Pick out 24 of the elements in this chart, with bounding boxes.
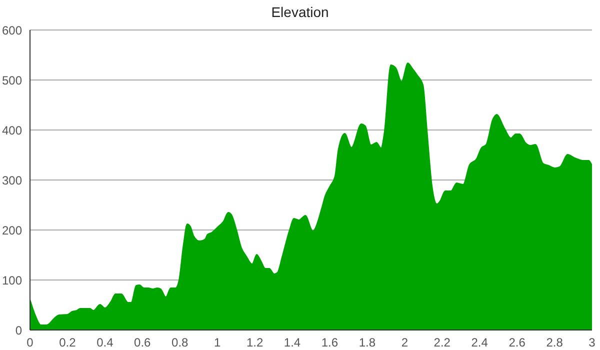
x-tick-label: 2.4: [471, 336, 488, 350]
y-tick-label: 600: [2, 23, 22, 38]
x-tick-label: 2.2: [434, 336, 451, 350]
x-tick-label: 1.2: [246, 336, 264, 350]
x-tick-label: 2: [401, 336, 408, 350]
y-tick-label: 100: [2, 273, 22, 288]
x-tick-label: 0.6: [134, 336, 152, 350]
x-tick-label: 0: [26, 336, 34, 350]
x-tick-label: 1.4: [284, 336, 301, 350]
x-tick-label: 2.6: [508, 336, 526, 350]
x-tick-label: 2.8: [546, 336, 564, 350]
x-tick-label: 0.4: [96, 336, 114, 350]
y-tick-label: 400: [2, 123, 22, 138]
x-tick-label: 1.8: [358, 336, 376, 350]
y-tick-label: 0: [15, 323, 22, 338]
x-tick-label: 3: [588, 336, 596, 350]
y-tick-label: 300: [2, 173, 22, 188]
y-tick-label: 200: [2, 223, 22, 238]
y-tick-label: 500: [2, 73, 22, 88]
x-tick-label: 0.8: [172, 336, 189, 350]
chart-title: Elevation: [270, 4, 330, 20]
x-tick-label: 1: [214, 336, 221, 350]
x-tick-label: 0.2: [59, 336, 76, 350]
x-tick-label: 1.6: [321, 336, 338, 350]
